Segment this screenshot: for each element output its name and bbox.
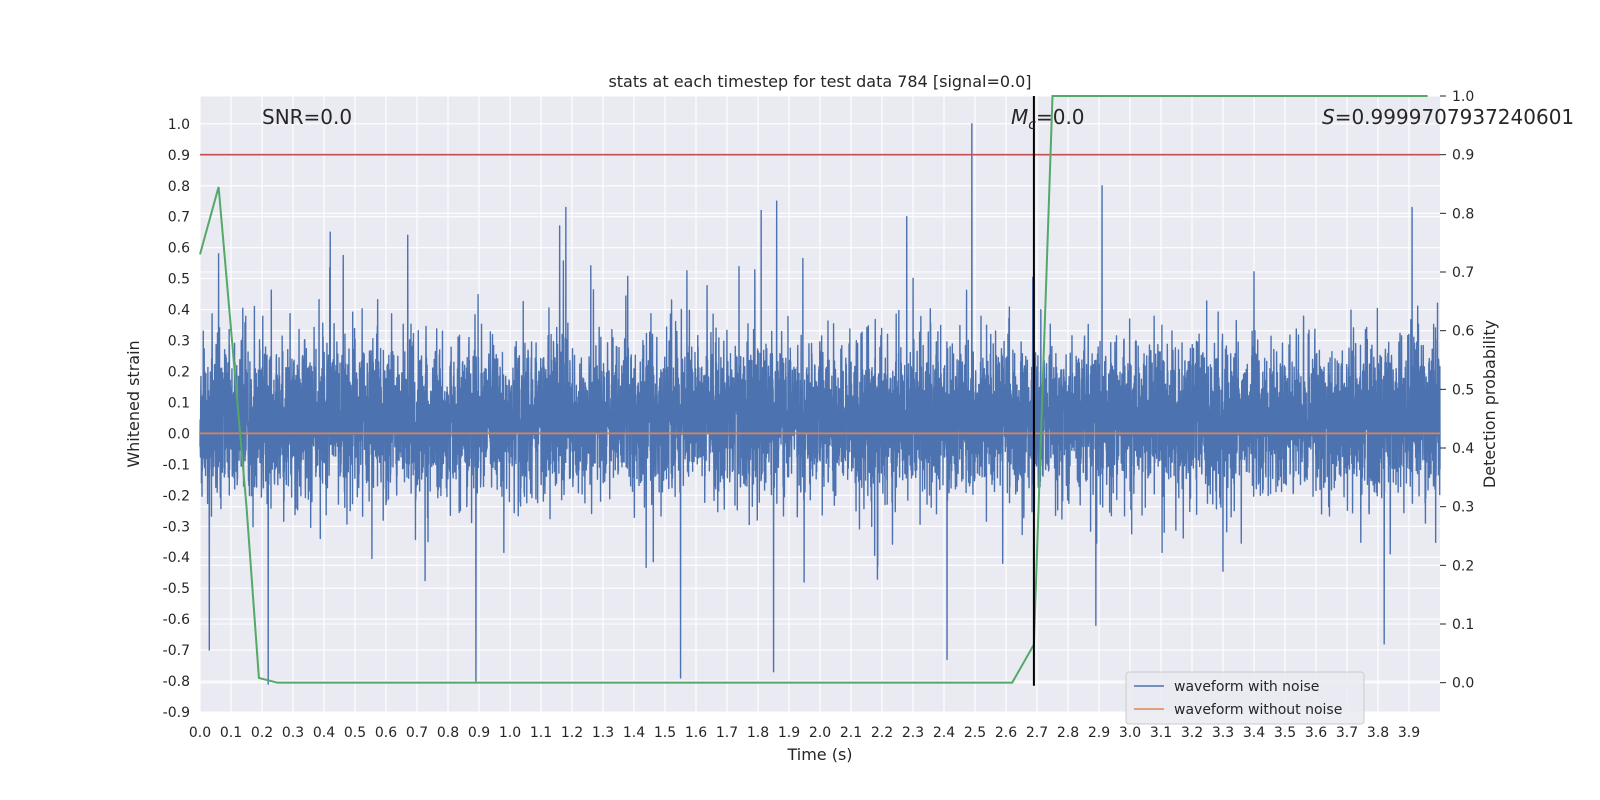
x-tick-label: 3.7	[1336, 725, 1358, 741]
y-tick-labels: 1.0 0.9 0.8 0.7 0.6 0.5 0.4 0.3 0.2 0.1 0.0 -0.1 -0.…	[163, 117, 190, 721]
x-tick-label: 0.0	[189, 725, 211, 741]
x-tick-label: 1.5	[654, 725, 676, 741]
x-tick-label: 3.4	[1243, 725, 1265, 741]
y-tick-label: 0.3	[168, 334, 190, 350]
x-tick-label: 0.3	[282, 725, 304, 741]
y2-tick-label: 0.2	[1452, 558, 1474, 574]
y-tick-label: -0.8	[163, 674, 190, 690]
chart-title: stats at each timestep for test data 784…	[608, 72, 1031, 91]
mc-value: =0.0	[1036, 105, 1085, 129]
y-tick-label: -0.7	[163, 643, 190, 659]
x-tick-label: 0.2	[251, 725, 273, 741]
snr-annotation: SNR=0.0	[262, 105, 352, 129]
x-tick-label: 0.4	[313, 725, 335, 741]
x-tick-label: 2.9	[1088, 725, 1110, 741]
legend-label-clean: waveform without noise	[1174, 702, 1342, 718]
mc-symbol: M	[1011, 105, 1028, 129]
s-annotation: S=0.9999707937240601	[1322, 105, 1574, 129]
y-tick-label: -0.4	[163, 550, 190, 566]
x-tick-label: 0.1	[220, 725, 242, 741]
y-tick-label: 0.9	[168, 148, 190, 164]
y2-tick-label: 0.3	[1452, 500, 1474, 516]
y-tick-label: 0.6	[168, 241, 190, 257]
x-tick-label: 3.8	[1367, 725, 1389, 741]
x-tick-label: 0.5	[344, 725, 366, 741]
y-tick-label: 0.1	[168, 395, 190, 411]
y-axis-label: Whitened strain	[124, 340, 143, 467]
y2-tick-label: 0.4	[1452, 441, 1474, 457]
x-tick-label: 0.9	[468, 725, 490, 741]
y2-tick-labels: 1.0 0.9 0.8 0.7 0.6 0.5 0.4 0.3 0.2 0.1 0.0	[1440, 89, 1474, 692]
legend-label-noise: waveform with noise	[1174, 679, 1319, 695]
y-tick-label: -0.2	[163, 488, 190, 504]
series-layer	[199, 95, 1441, 686]
y-tick-label: 0.7	[168, 210, 190, 226]
y-tick-label: -0.9	[163, 705, 190, 721]
y2-tick-label: 0.0	[1452, 676, 1474, 692]
y-tick-label: -0.3	[163, 519, 190, 535]
x-tick-label: 2.3	[902, 725, 924, 741]
x-tick-label: 1.8	[747, 725, 769, 741]
x-tick-label: 2.1	[840, 725, 862, 741]
x-tick-label: 2.0	[809, 725, 831, 741]
x-axis-label: Time (s)	[786, 745, 852, 764]
x-tick-label: 3.2	[1181, 725, 1203, 741]
mc-annotation: Mc=0.0	[1011, 105, 1085, 133]
mc-subscript: c	[1028, 117, 1036, 133]
y2-tick-label: 1.0	[1452, 89, 1474, 105]
y-tick-label: -0.5	[163, 581, 190, 597]
x-tick-label: 2.6	[995, 725, 1017, 741]
legend: waveform with noise waveform without noi…	[1125, 671, 1365, 725]
x-tick-label: 1.6	[685, 725, 707, 741]
y-tick-label: 0.4	[168, 303, 190, 319]
x-tick-label: 0.6	[375, 725, 397, 741]
x-tick-label: 3.6	[1305, 725, 1327, 741]
y-tick-label: 0.0	[168, 426, 190, 442]
x-tick-label: 2.7	[1026, 725, 1048, 741]
x-tick-label: 1.2	[561, 725, 583, 741]
x-tick-label: 3.1	[1150, 725, 1172, 741]
x-tick-label: 1.3	[592, 725, 614, 741]
x-tick-label: 1.4	[623, 725, 645, 741]
x-tick-label: 0.7	[406, 725, 428, 741]
x-tick-label: 2.2	[871, 725, 893, 741]
x-tick-label: 1.9	[778, 725, 800, 741]
x-tick-label: 3.3	[1212, 725, 1234, 741]
y2-tick-label: 0.9	[1452, 148, 1474, 164]
x-tick-label: 3.5	[1274, 725, 1296, 741]
legend-box	[1125, 671, 1365, 725]
y2-axis-label: Detection probability	[1480, 320, 1499, 488]
y-tick-label: 0.2	[168, 364, 190, 380]
x-tick-label: 2.8	[1057, 725, 1079, 741]
y-tick-label: -0.1	[163, 457, 190, 473]
x-tick-label: 3.9	[1398, 725, 1420, 741]
x-tick-label: 0.8	[437, 725, 459, 741]
x-tick-label: 2.4	[933, 725, 955, 741]
series-waveform-with-noise	[199, 123, 1441, 685]
x-tick-label: 3.0	[1119, 725, 1141, 741]
y2-tick-label: 0.6	[1452, 324, 1474, 340]
y2-tick-label: 0.5	[1452, 382, 1474, 398]
x-tick-label: 1.1	[530, 725, 552, 741]
y-tick-label: -0.6	[163, 612, 190, 628]
y-tick-label: 1.0	[168, 117, 190, 133]
s-value: =0.9999707937240601	[1335, 105, 1574, 129]
x-tick-label: 2.5	[964, 725, 986, 741]
s-symbol: S	[1322, 105, 1335, 129]
y-tick-label: 0.8	[168, 179, 190, 195]
y2-tick-label: 0.1	[1452, 617, 1474, 633]
x-tick-labels: 0.0 0.1 0.2 0.3 0.4 0.5 0.6 0.7 0.8 0.9 1.0 1.1 1.2 1…	[189, 725, 1420, 741]
series-detection-probability	[199, 95, 1428, 684]
y2-tick-label: 0.8	[1452, 206, 1474, 222]
y-tick-label: 0.5	[168, 272, 190, 288]
x-tick-label: 1.7	[716, 725, 738, 741]
y2-tick-label: 0.7	[1452, 265, 1474, 281]
x-tick-label: 1.0	[499, 725, 521, 741]
